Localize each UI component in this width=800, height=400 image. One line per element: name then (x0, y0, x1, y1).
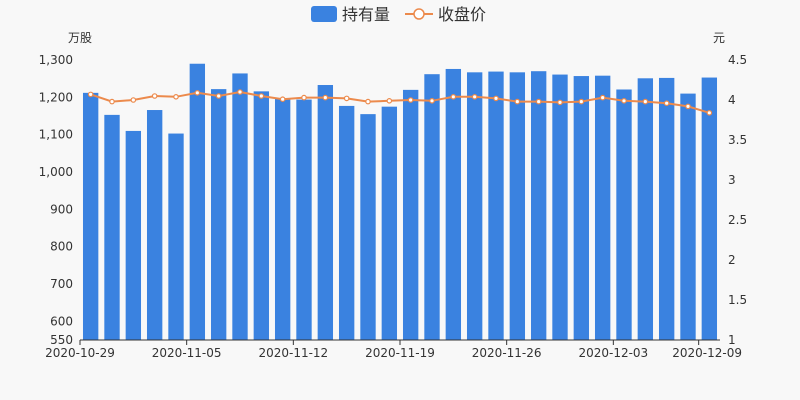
price-point (152, 94, 156, 98)
legend-label-holding[interactable]: 持有量 (342, 5, 390, 24)
holding-bar (360, 114, 375, 340)
price-point (707, 111, 711, 115)
price-point (259, 94, 263, 98)
price-point (430, 99, 434, 103)
price-point (216, 94, 220, 98)
price-point (664, 101, 668, 105)
holding-bar (488, 72, 503, 340)
holding-bar (403, 90, 418, 340)
right-tick-label: 2.5 (728, 213, 747, 227)
right-tick-label: 3 (728, 173, 736, 187)
price-point (494, 96, 498, 100)
holding-bar (83, 93, 98, 340)
holding-bar (446, 69, 461, 340)
holding-bar (616, 89, 631, 340)
left-tick-label: 1,100 (39, 128, 73, 142)
holding-bar (382, 107, 397, 340)
price-point (195, 91, 199, 95)
legend-label-price[interactable]: 收盘价 (438, 5, 486, 24)
price-point (174, 95, 178, 99)
price-point (131, 98, 135, 102)
price-point (387, 99, 391, 103)
price-point (88, 92, 92, 96)
holding-bar (595, 76, 610, 340)
price-point (600, 95, 604, 99)
holding-bar (680, 94, 695, 340)
holding-bar (232, 73, 247, 340)
holding-bar (254, 91, 269, 340)
holding-bar (339, 106, 354, 340)
right-tick-label: 4 (728, 93, 736, 107)
holding-bar (126, 131, 141, 340)
x-tick-label: 2020-11-05 (152, 346, 222, 360)
price-point (686, 104, 690, 108)
price-point (344, 96, 348, 100)
x-tick-label: 2020-11-19 (365, 346, 435, 360)
right-tick-label: 1 (728, 333, 736, 347)
price-point (451, 95, 455, 99)
holding-bar (275, 99, 290, 340)
left-unit-label: 万股 (68, 31, 92, 45)
holding-bar (467, 72, 482, 340)
left-tick-label: 1,200 (39, 90, 73, 104)
legend-marker-price[interactable] (414, 9, 424, 19)
price-point (323, 95, 327, 99)
holding-bar (104, 115, 119, 340)
holding-bar (190, 64, 205, 340)
price-point (622, 99, 626, 103)
price-point (515, 99, 519, 103)
right-tick-label: 4.5 (728, 53, 747, 67)
price-point (302, 95, 306, 99)
price-point (472, 95, 476, 99)
left-tick-label: 800 (50, 240, 73, 254)
x-tick-label: 2020-11-26 (472, 346, 542, 360)
x-tick-label: 2020-12-03 (578, 346, 648, 360)
holding-bar (702, 78, 717, 340)
price-point (408, 98, 412, 102)
left-tick-label: 1,300 (39, 53, 73, 67)
holding-bar (638, 78, 653, 340)
legend-swatch-holding[interactable] (311, 6, 337, 22)
right-tick-label: 2 (728, 253, 736, 267)
holding-bar (168, 134, 183, 340)
price-point (558, 100, 562, 104)
left-tick-label: 600 (50, 314, 73, 328)
x-tick-label: 2020-11-12 (258, 346, 328, 360)
holding-bar (296, 100, 311, 340)
left-tick-label: 700 (50, 277, 73, 291)
left-tick-label: 900 (50, 202, 73, 216)
right-tick-label: 3.5 (728, 133, 747, 147)
holding-bar (659, 78, 674, 340)
left-tick-label: 1,000 (39, 165, 73, 179)
price-point (366, 99, 370, 103)
holding-bars (83, 64, 717, 340)
x-tick-label: 2020-10-29 (45, 346, 115, 360)
left-tick-label: 550 (50, 333, 73, 347)
price-point (110, 99, 114, 103)
holding-bar (574, 76, 589, 340)
x-tick-label: 2020-12-09 (672, 346, 742, 360)
holding-bar (318, 85, 333, 340)
holding-bar (424, 74, 439, 340)
holding-bar (510, 72, 525, 340)
price-point (579, 99, 583, 103)
holding-bar (211, 89, 226, 340)
x-axis-ticks: 2020-10-29 2020-11-05 2020-11-12 2020-11-19… (45, 340, 742, 360)
right-axis-ticks: 1 1.5 2 2.5 3 3.5 4 4.5 (728, 53, 747, 347)
holding-bar (147, 110, 162, 340)
price-point (238, 90, 242, 94)
left-axis-ticks: 550 600 700 800 900 1,000 1,100 1,200 1,300 (39, 53, 73, 347)
right-unit-label: 元 (713, 31, 725, 45)
price-point (280, 97, 284, 101)
right-tick-label: 1.5 (728, 293, 747, 307)
price-point (536, 99, 540, 103)
legend: 持有量 收盘价 (311, 5, 486, 24)
holding-bar (552, 75, 567, 340)
holding-bar (531, 71, 546, 340)
price-point (643, 99, 647, 103)
